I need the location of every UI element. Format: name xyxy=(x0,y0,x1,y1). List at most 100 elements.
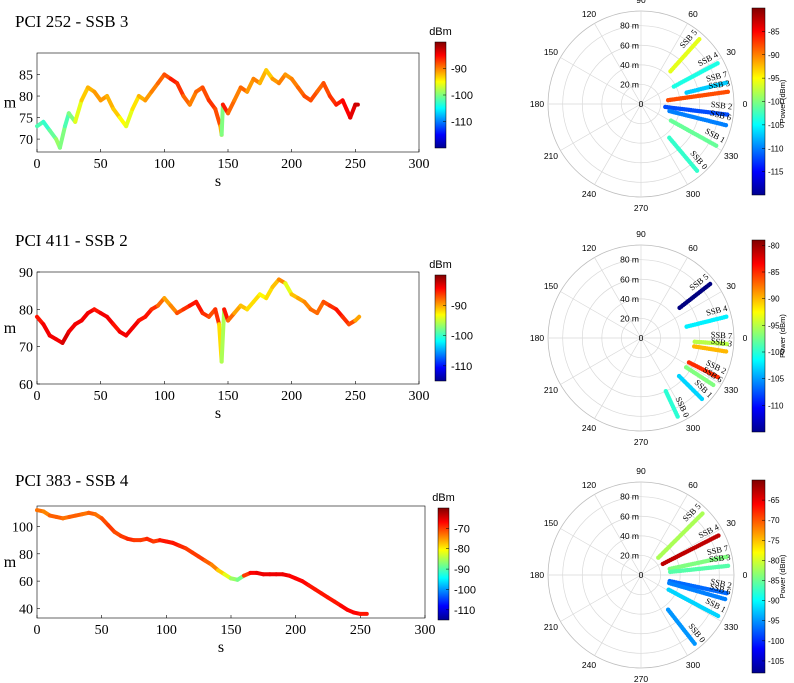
x-tick-label: 250 xyxy=(345,157,366,172)
colorbar-tick-label: -100 xyxy=(768,348,785,357)
polar-grid-spoke xyxy=(560,528,642,576)
polar-radius-label: 40 m xyxy=(620,531,639,541)
x-tick-label: 50 xyxy=(94,157,108,172)
polar-radius-label: 60 m xyxy=(620,40,639,50)
y-axis-label: m xyxy=(4,320,17,337)
polar-angle-label: 210 xyxy=(544,151,558,161)
x-tick-label: 100 xyxy=(156,623,177,638)
beam-point xyxy=(723,349,729,354)
colorbar-tick-label: -110 xyxy=(768,144,784,153)
polar-radius-label: 40 m xyxy=(620,294,639,304)
data-segment xyxy=(283,281,294,297)
colorbar-tick-label: -110 xyxy=(451,117,472,129)
beam-label: SSB 1 xyxy=(693,377,715,399)
colorbar-tick-label: -100 xyxy=(768,98,785,107)
polar-grid-spoke xyxy=(640,257,688,339)
polar-grid-spoke xyxy=(594,574,642,656)
data-segment xyxy=(232,85,243,103)
colorbar-tick-label: -105 xyxy=(768,121,785,130)
polar-plot-1: 0 30 60 90 120 150 180 210 240 270 300 330 20 m 40 m 6… xyxy=(530,0,787,213)
polar-radius-label: 60 m xyxy=(620,511,639,521)
colorbar-tick-label: -65 xyxy=(768,496,780,505)
data-segment xyxy=(73,98,84,124)
beam-point xyxy=(724,341,730,347)
x-tick-label: 150 xyxy=(221,623,242,638)
colorbar-label: Power (dBm) xyxy=(778,554,787,598)
beam-label: SSB 2 xyxy=(710,576,733,590)
y-tick-label: 70 xyxy=(19,341,33,356)
polar-angle-label: 240 xyxy=(582,660,596,670)
x-tick-label: 200 xyxy=(285,623,306,638)
beam-point xyxy=(716,533,721,538)
beam-label: SSB 5 xyxy=(680,501,702,523)
beam-label: SSB 3 xyxy=(710,335,733,348)
polar-grid-spoke xyxy=(594,103,642,185)
beam-point xyxy=(724,80,729,85)
x-tick-label: 200 xyxy=(281,389,302,404)
beam-label: SSB 0 xyxy=(688,148,709,171)
x-tick-label: 300 xyxy=(409,157,430,172)
beam-point xyxy=(725,89,731,94)
data-segment xyxy=(321,81,332,99)
colorbar-tick-label: -110 xyxy=(768,401,784,410)
time-series-plot-3: PCI 383 - SSB 4 0 50 100 150 200 250 300 40 60 80 1… xyxy=(4,471,476,656)
polar-grid-spoke xyxy=(560,103,642,151)
y-tick-label: 60 xyxy=(19,378,33,393)
colorbar-tick-label: -70 xyxy=(454,523,470,535)
colorbar-tick-label: -70 xyxy=(768,516,780,525)
plot-axes-box xyxy=(36,505,426,619)
x-tick-label: 250 xyxy=(350,623,371,638)
colorbar-tick-label: -90 xyxy=(768,597,780,606)
colorbar-tick-label: -95 xyxy=(768,321,780,330)
beam-point xyxy=(675,414,680,419)
x-tick-label: 50 xyxy=(94,389,108,404)
polar-angle-label: 60 xyxy=(688,480,698,490)
x-tick-label: 200 xyxy=(281,157,302,172)
polar-angle-label: 150 xyxy=(544,518,558,528)
colorbar-tick-label: -100 xyxy=(451,331,473,343)
polar-plot-2: 0 30 60 90 120 150 180 210 240 270 300 330 20 m 40 m 6… xyxy=(530,229,787,447)
polar-angle-label: 180 xyxy=(530,99,544,109)
data-segment xyxy=(187,89,199,107)
polar-radius-label: 20 m xyxy=(620,313,639,323)
x-tick-label: 100 xyxy=(154,157,175,172)
x-tick-label: 0 xyxy=(34,389,41,404)
y-axis-label: m xyxy=(4,95,17,112)
data-segment xyxy=(353,314,362,323)
data-segment xyxy=(175,81,186,99)
polar-radius-label: 80 m xyxy=(620,21,639,31)
colorbar-tick-label: -95 xyxy=(768,74,780,83)
data-segment xyxy=(213,106,223,129)
polar-angle-label: 120 xyxy=(582,9,596,19)
data-segment xyxy=(348,102,358,120)
y-tick-label: 80 xyxy=(19,90,33,105)
polar-angle-label: 270 xyxy=(634,674,648,683)
beam-point xyxy=(711,382,716,388)
data-segment xyxy=(219,102,225,137)
polar-grid-spoke xyxy=(594,337,642,419)
beam-point xyxy=(715,613,721,619)
data-segment xyxy=(264,284,275,301)
x-tick-label: 50 xyxy=(95,623,109,638)
y-tick-label: 80 xyxy=(19,548,33,563)
colorbar-tick-label: -85 xyxy=(768,268,780,277)
polar-angle-label: 120 xyxy=(582,243,596,253)
polar-angle-label: 150 xyxy=(544,281,558,291)
colorbar xyxy=(437,507,450,621)
beam-label: SSB 2 xyxy=(710,99,733,112)
x-tick-label: 150 xyxy=(218,157,239,172)
data-segment xyxy=(60,329,71,345)
beam-point xyxy=(713,143,719,148)
polar-angle-label: 30 xyxy=(726,281,736,291)
beam-label: SSB 5 xyxy=(677,27,699,50)
polar-angle-label: 0 xyxy=(743,99,748,109)
data-segment xyxy=(219,307,227,364)
polar-grid-spoke xyxy=(594,494,642,576)
polar-radius-label: 60 m xyxy=(620,274,639,284)
polar-angle-label: 180 xyxy=(530,570,544,580)
data-segment xyxy=(79,85,90,103)
polar-angle-label: 210 xyxy=(544,622,558,632)
colorbar-label: dBm xyxy=(429,26,452,38)
x-axis-label: s xyxy=(215,405,221,422)
